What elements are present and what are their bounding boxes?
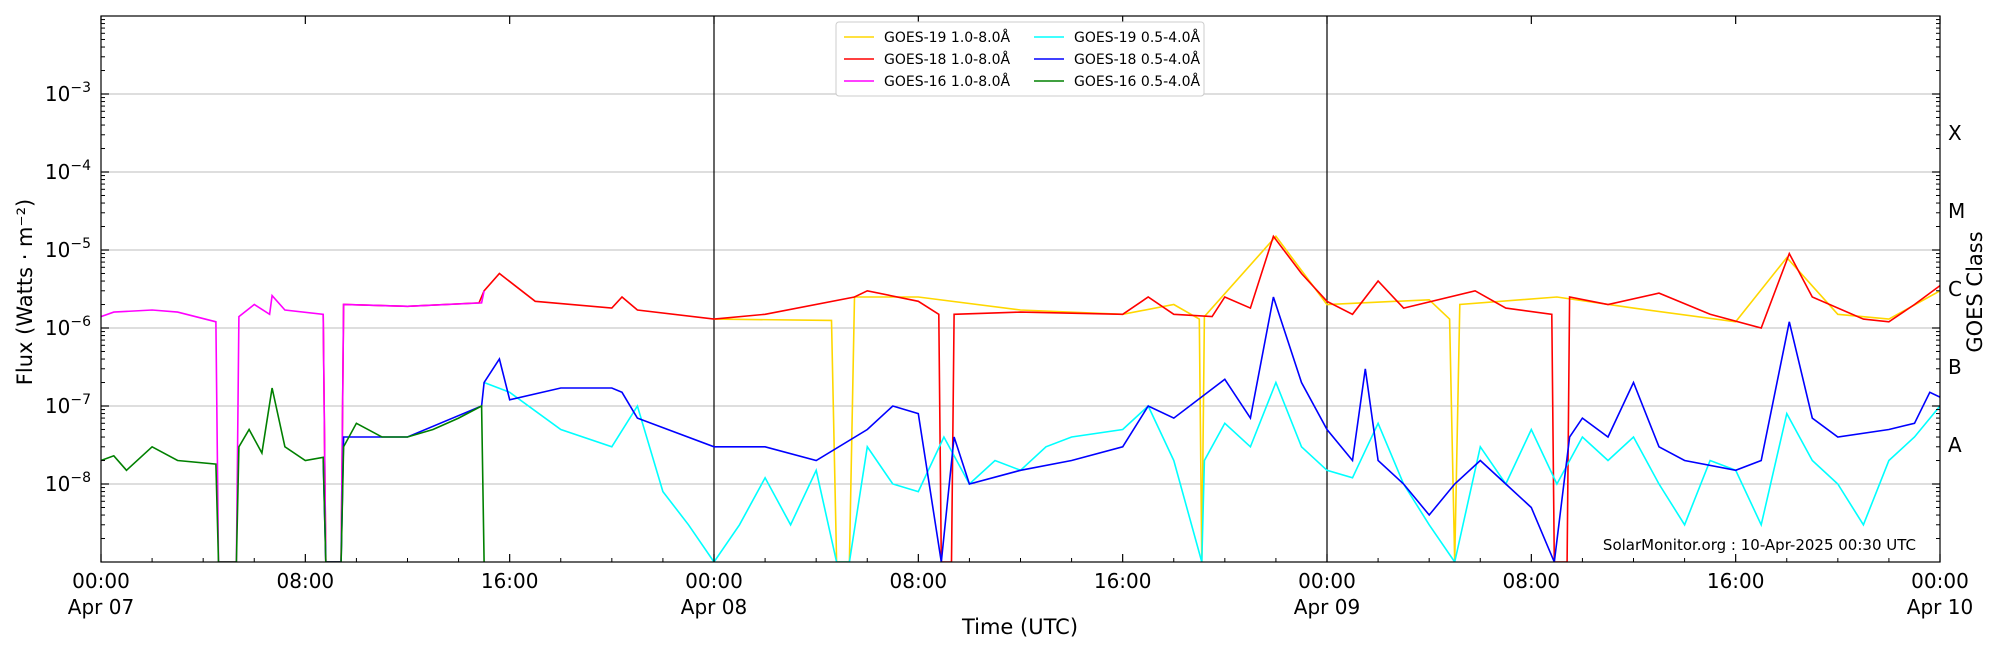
- x-tick-date: Apr 07: [68, 595, 134, 619]
- plot-frame: [100, 15, 1941, 563]
- goes-class-label: X: [1948, 121, 1962, 145]
- y-tick-exponent: −4: [70, 158, 91, 174]
- y-tick-base: 10: [45, 472, 70, 496]
- x-axis-title: Time (UTC): [961, 615, 1078, 639]
- grid: [101, 16, 1940, 562]
- y-tick-exponent: −3: [70, 80, 91, 96]
- series-line: [322, 296, 1940, 562]
- y-tick-label: 10−4: [45, 158, 91, 184]
- x-tick-time: 08:00: [890, 569, 948, 593]
- y-tick-base: 10: [45, 316, 70, 340]
- goes-class-label: M: [1948, 199, 1965, 223]
- x-tick-time: 08:00: [1503, 569, 1561, 593]
- credit-text: SolarMonitor.org : 10-Apr-2025 00:30 UTC: [1603, 536, 1916, 554]
- goes-class-label: C: [1948, 277, 1962, 301]
- x-tick-date: Apr 10: [1907, 595, 1973, 619]
- y-tick-label: 10−8: [45, 470, 91, 496]
- y-tick-exponent: −7: [70, 392, 91, 408]
- series-line: [483, 380, 1940, 562]
- y-tick-exponent: −5: [70, 236, 91, 252]
- x-tick-time: 16:00: [1707, 569, 1765, 593]
- x-tick-date: Apr 08: [681, 595, 747, 619]
- y-tick-label: 10−6: [45, 314, 91, 340]
- x-tick-time: 00:00: [685, 569, 743, 593]
- x-tick-time: 00:00: [1911, 569, 1969, 593]
- series-layer: [101, 234, 1940, 562]
- legend: GOES-19 1.0-8.0Å GOES-18 1.0-8.0Å GOES-16 …: [835, 21, 1205, 97]
- x-tick-time: 00:00: [72, 569, 130, 593]
- y-tick-base: 10: [45, 160, 70, 184]
- y-tick-label: 10−5: [45, 236, 91, 262]
- x-tick-time: 08:00: [277, 569, 335, 593]
- y-axis-title: Flux (Watts · m⁻²): [13, 199, 37, 385]
- x-tick-date: Apr 09: [1294, 595, 1360, 619]
- y-tick-base: 10: [45, 394, 70, 418]
- goes-class-axis-title: GOES Class: [1963, 231, 1987, 352]
- legend-label: GOES-19 0.5-4.0Å: [1074, 29, 1200, 46]
- legend-box: [835, 21, 1205, 97]
- goes-class-label: A: [1948, 433, 1962, 457]
- y-tick-base: 10: [45, 82, 70, 106]
- y-tick-exponent: −6: [70, 314, 91, 330]
- legend-label: GOES-19 1.0-8.0Å: [884, 29, 1010, 46]
- series-line: [101, 290, 485, 562]
- legend-label: GOES-18 0.5-4.0Å: [1074, 51, 1200, 68]
- x-tick-time: 16:00: [481, 569, 539, 593]
- x-tick-time: 00:00: [1298, 569, 1356, 593]
- series-line: [322, 234, 1940, 562]
- x-tick-time: 16:00: [1094, 569, 1152, 593]
- y-tick-exponent: −8: [70, 470, 91, 486]
- legend-label: GOES-16 0.5-4.0Å: [1074, 73, 1200, 90]
- legend-label: GOES-16 1.0-8.0Å: [884, 73, 1010, 90]
- goes-class-label: B: [1948, 355, 1962, 379]
- y-tick-label: 10−3: [45, 80, 91, 106]
- y-tick-label: 10−7: [45, 392, 91, 418]
- series-line: [101, 387, 485, 562]
- legend-label: GOES-18 1.0-8.0Å: [884, 51, 1010, 68]
- y-tick-base: 10: [45, 238, 70, 262]
